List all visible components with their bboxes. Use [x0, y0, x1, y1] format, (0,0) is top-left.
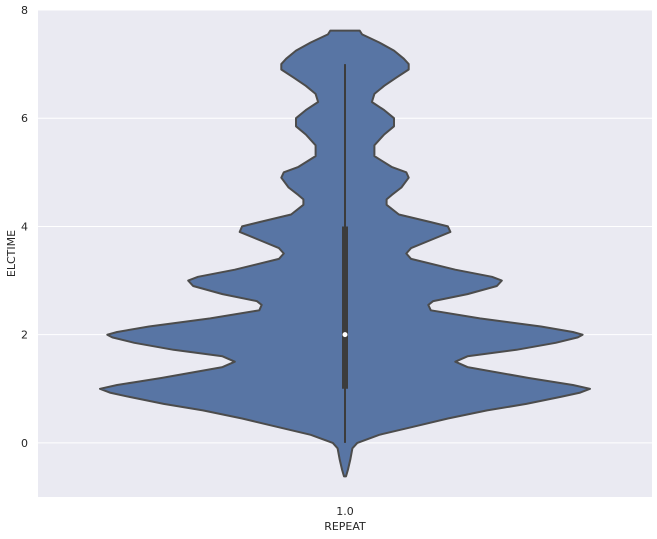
y-tick-label: 8 — [21, 4, 28, 17]
y-tick-labels: 0 2 4 6 8 — [21, 4, 28, 450]
y-tick-label: 2 — [21, 329, 28, 342]
x-axis-label: REPEAT — [324, 520, 366, 533]
y-axis-label: ELCTIME — [5, 230, 18, 277]
x-tick-labels: 1.0 — [336, 505, 354, 518]
y-tick-label: 0 — [21, 437, 28, 450]
y-tick-label: 6 — [21, 112, 28, 125]
median-point — [342, 332, 348, 338]
x-tick-label: 1.0 — [336, 505, 354, 518]
y-tick-label: 4 — [21, 220, 28, 233]
